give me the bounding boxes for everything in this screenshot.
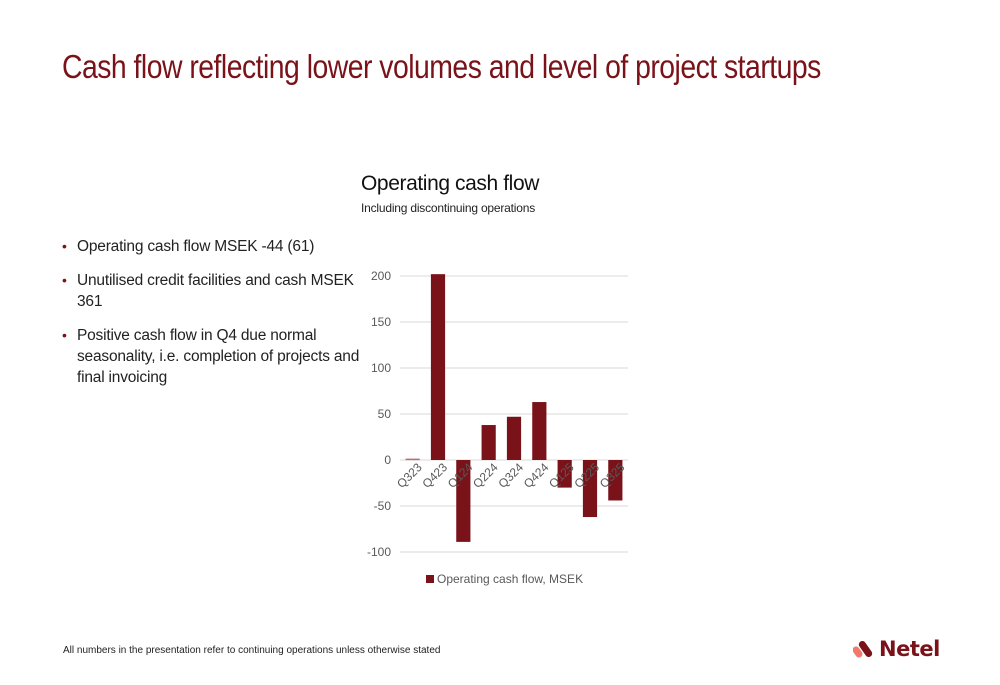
bullet-text: Positive cash flow in Q4 due normal seas…: [77, 327, 360, 386]
bullet-text: Unutilised credit facilities and cash MS…: [77, 272, 354, 310]
bar-q225: [582, 460, 598, 518]
legend-swatch: [426, 575, 434, 583]
y-tick-label: 50: [378, 407, 392, 421]
footer-note: All numbers in the presentation refer to…: [63, 645, 441, 656]
bar-q125: [557, 460, 572, 488]
x-tick-label: Q423: [419, 460, 450, 491]
bar-q325: [608, 460, 623, 501]
x-tick-label: Q324: [495, 460, 526, 491]
x-tick-label: Q323: [394, 460, 425, 491]
bar-q124: [456, 460, 471, 542]
bullet-item: • Unutilised credit facilities and cash M…: [60, 270, 360, 312]
bullet-item: • Positive cash flow in Q4 due normal sea…: [60, 325, 360, 388]
bullet-text: Operating cash flow MSEK -44 (61): [77, 238, 315, 255]
bar-q224: [481, 425, 496, 460]
bar-q323: [405, 458, 420, 461]
y-tick-label: 200: [371, 269, 391, 283]
x-tick-label: Q224: [470, 460, 501, 491]
bullet-list: • Operating cash flow MSEK -44 (61) • Unut…: [60, 236, 360, 401]
bullet-dot-icon: •: [62, 238, 67, 254]
bullet-item: • Operating cash flow MSEK -44 (61): [60, 236, 360, 257]
logo-text: Netel: [879, 637, 940, 661]
legend-label: Operating cash flow, MSEK: [437, 572, 583, 586]
slide-title: Cash flow reflecting lower volumes and l…: [62, 48, 821, 85]
chart-title: Operating cash flow: [361, 172, 539, 195]
bullet-dot-icon: •: [62, 327, 67, 343]
bar-q324: [506, 416, 522, 460]
y-tick-label: 100: [371, 361, 391, 375]
bullet-dot-icon: •: [62, 272, 67, 288]
netel-logo: Netel: [853, 637, 940, 661]
x-tick-label: Q424: [521, 460, 552, 491]
bar-q423: [430, 274, 446, 460]
y-tick-label: 0: [384, 453, 391, 467]
y-tick-label: 150: [371, 315, 391, 329]
y-tick-label: -100: [367, 545, 391, 559]
bar-q424: [532, 402, 547, 460]
netel-logo-icon: [853, 640, 873, 658]
y-tick-label: -50: [374, 499, 392, 513]
chart-subtitle: Including discontinuing operations: [361, 201, 535, 215]
